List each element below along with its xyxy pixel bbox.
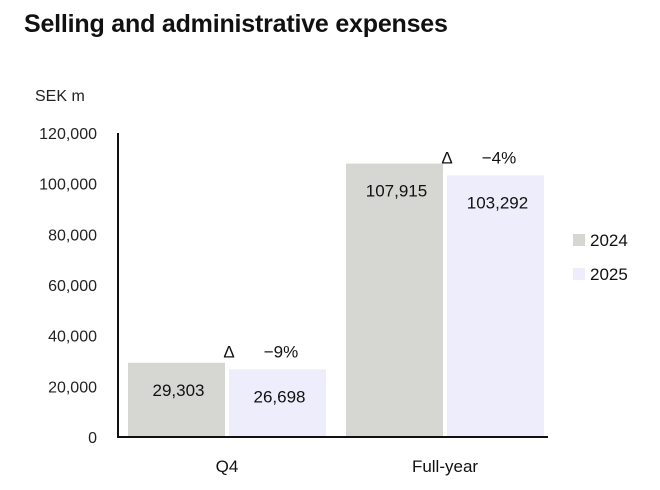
unit-label: SEK m (35, 88, 85, 105)
y-tick-label: 0 (88, 430, 97, 447)
delta-symbol: Δ (441, 148, 452, 167)
legend-label: 2024 (590, 231, 628, 250)
data-label: 107,915 (366, 182, 427, 201)
bar-2025-q4 (229, 369, 326, 437)
bar-2024-q4 (128, 362, 225, 437)
y-tick-label: 100,000 (39, 177, 97, 194)
x-category-label: Q4 (216, 457, 239, 476)
data-label: 103,292 (467, 193, 528, 212)
x-axis-categories: Q4 Full-year (216, 457, 479, 476)
legend: 2024 2025 (573, 231, 628, 284)
value-labels: 29,303 26,698 107,915 103,292 (153, 182, 529, 407)
legend-label: 2025 (590, 265, 628, 284)
y-tick-label: 40,000 (48, 329, 97, 346)
chart-title: Selling and administrative expenses (24, 10, 448, 38)
y-axis-ticks: 0 20,000 40,000 60,000 80,000 100,000 120,000 (39, 126, 97, 447)
y-tick-label: 120,000 (39, 126, 97, 143)
bar-2024-full-year (346, 163, 443, 437)
delta-symbol: Δ (223, 342, 234, 361)
change-labels: Δ −9% Δ −4% (223, 148, 516, 361)
x-category-label: Full-year (412, 457, 478, 476)
y-tick-label: 20,000 (48, 379, 97, 396)
y-tick-label: 60,000 (48, 278, 97, 295)
delta-value: −4% (482, 148, 517, 167)
y-tick-label: 80,000 (48, 227, 97, 244)
data-label: 26,698 (254, 387, 306, 406)
bars (128, 163, 544, 437)
legend-swatch-2025 (573, 268, 585, 280)
data-label: 29,303 (153, 381, 205, 400)
legend-swatch-2024 (573, 234, 585, 246)
delta-value: −9% (264, 342, 299, 361)
bar-2025-full-year (447, 175, 544, 437)
